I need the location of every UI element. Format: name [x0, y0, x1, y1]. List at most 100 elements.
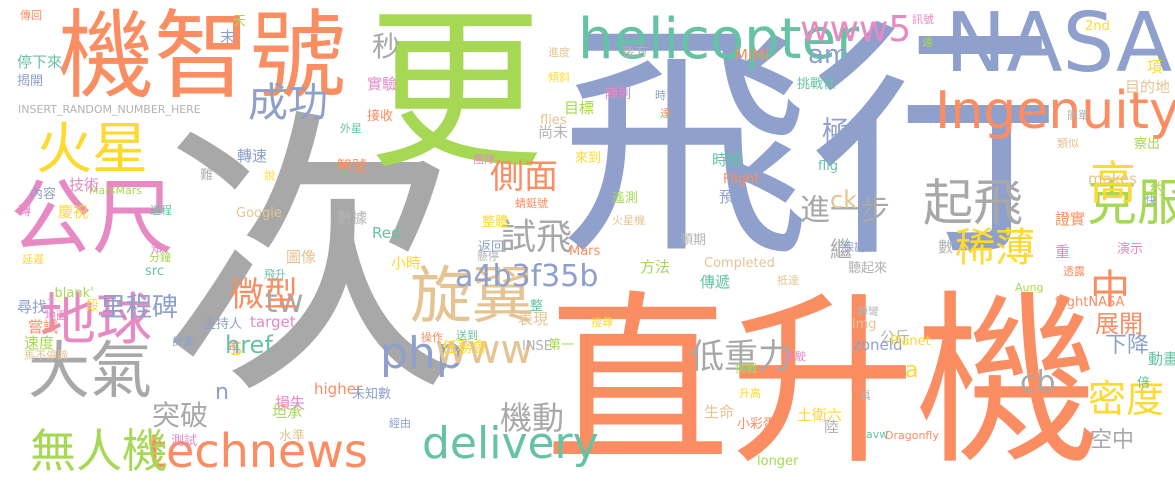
word-small: Google — [236, 206, 282, 221]
word-small: 團隊 — [473, 153, 495, 166]
word-small: 目的地 — [1125, 78, 1171, 96]
word-small: higher — [314, 380, 363, 398]
word: a4b3f35b — [455, 259, 599, 294]
word: 突破 — [152, 399, 209, 432]
word-small: 進度 — [548, 46, 570, 59]
word-small: 達 — [660, 107, 671, 120]
word-small: 表現 — [518, 310, 549, 328]
word-small: 具 — [860, 389, 871, 402]
word-small: src — [145, 264, 164, 279]
word-small: 數據 — [337, 209, 368, 227]
word-small: Planet — [890, 334, 931, 349]
word-small: 圖像 — [286, 248, 317, 266]
word-small: 察出 — [1134, 137, 1161, 152]
word-small: 嘗試 — [28, 318, 59, 336]
word-small: 透露 — [1063, 265, 1085, 278]
word: 公尺 — [10, 171, 175, 266]
word: Ingenuity — [935, 81, 1175, 141]
word-small: 演示 — [1117, 242, 1144, 257]
word: 大氣 — [28, 334, 153, 407]
word: 試飛 — [500, 217, 573, 258]
word-small: 分鐘 — [149, 251, 171, 264]
word: 無人機 — [30, 424, 168, 478]
word: technews — [148, 424, 368, 478]
word-small: 整 — [530, 299, 544, 314]
word-small: 訊號 — [912, 13, 934, 26]
word-small: 土衛六 — [797, 406, 843, 424]
word-small: 馬不停蹄 — [24, 349, 68, 362]
word: href — [225, 331, 273, 359]
word-small: 項 — [1147, 58, 1163, 76]
word-small: 過程 — [150, 204, 172, 217]
word: 展開 — [1095, 310, 1143, 338]
word-small: 簡單 — [1067, 109, 1089, 122]
word-small: flies — [540, 113, 567, 128]
word-small: 整體 — [482, 215, 509, 230]
word-small: 公斤 — [880, 328, 911, 346]
word-small: 預計 — [719, 188, 750, 206]
word-small: img — [852, 317, 877, 332]
word-small: target — [250, 313, 296, 331]
word-small: 計畫 — [172, 335, 194, 348]
word: 起飛 — [923, 174, 1023, 232]
word-small: 動畫 — [1148, 350, 1175, 368]
word-small: 約 — [1150, 180, 1166, 198]
word-small: 懸停 — [477, 250, 499, 263]
word-small: 方法 — [640, 258, 671, 276]
word: 繼 — [830, 238, 853, 263]
word-small: 飛升 — [264, 268, 286, 281]
word-small: 抵達 — [777, 274, 799, 287]
word-small: Flight — [723, 172, 760, 187]
word-small: 實驗 — [367, 75, 398, 93]
word: 低重力 — [690, 337, 792, 377]
word-small: Red — [372, 224, 401, 242]
word-small: 證實 — [1055, 210, 1086, 228]
word: 克服 — [1087, 174, 1175, 232]
word-small: 挑戰 — [735, 362, 757, 375]
word: 極限 — [822, 115, 879, 148]
word: cb — [1020, 365, 1056, 400]
word: 次 — [160, 85, 460, 434]
word-small: makes — [1088, 170, 1137, 188]
word-small: 駕駛 — [784, 350, 806, 363]
word-small: 傳遞 — [700, 273, 731, 291]
word-small: 慶祝 — [58, 203, 89, 221]
word-small: MiMi — [735, 46, 770, 64]
word-small: 經由 — [389, 417, 411, 430]
word-small: 段 — [86, 299, 100, 314]
word-small: 速度 — [24, 334, 55, 352]
word-small: 揭開 — [17, 74, 44, 89]
word-small: INSERT_RANDOM_NUMBER_HERE — [18, 103, 201, 116]
word-small: 蜻蜓號 — [515, 197, 548, 210]
word-small: 來到 — [575, 151, 602, 166]
word: php — [380, 328, 464, 379]
word-small: 陸 — [824, 418, 840, 436]
word-small: 損失 — [275, 394, 306, 412]
word-small: 測試 — [171, 434, 198, 449]
word-small: 類似 — [1057, 137, 1079, 150]
word: 稀薄 — [955, 225, 1035, 271]
word-small: flig — [818, 159, 839, 174]
word-small: 末 — [220, 28, 236, 46]
word: 里程碑 — [100, 293, 179, 323]
word: 中 — [1090, 267, 1130, 313]
word-small: 技術 — [69, 176, 100, 194]
word-small: 任務會 — [442, 338, 488, 356]
word-small: 停下來 — [17, 53, 63, 71]
word-small: 天 — [233, 14, 247, 29]
word-small: 年 — [227, 341, 241, 356]
word-small: 延遲 — [22, 253, 44, 266]
word-small: Dragonfly — [885, 429, 939, 442]
word-small: Mars — [569, 244, 601, 259]
word-small: 陣列 — [605, 87, 632, 102]
word-small: 探勘 — [843, 241, 865, 254]
word-small: 轉速 — [237, 147, 268, 165]
word: 機智號 — [58, 0, 346, 112]
word: 成功 — [248, 80, 328, 126]
word: 直升機 — [545, 274, 1100, 482]
word: NASA — [945, 0, 1173, 91]
word-small: 時間 — [712, 151, 743, 169]
word-small: 未知數 — [352, 387, 392, 402]
word: tw — [265, 282, 304, 320]
